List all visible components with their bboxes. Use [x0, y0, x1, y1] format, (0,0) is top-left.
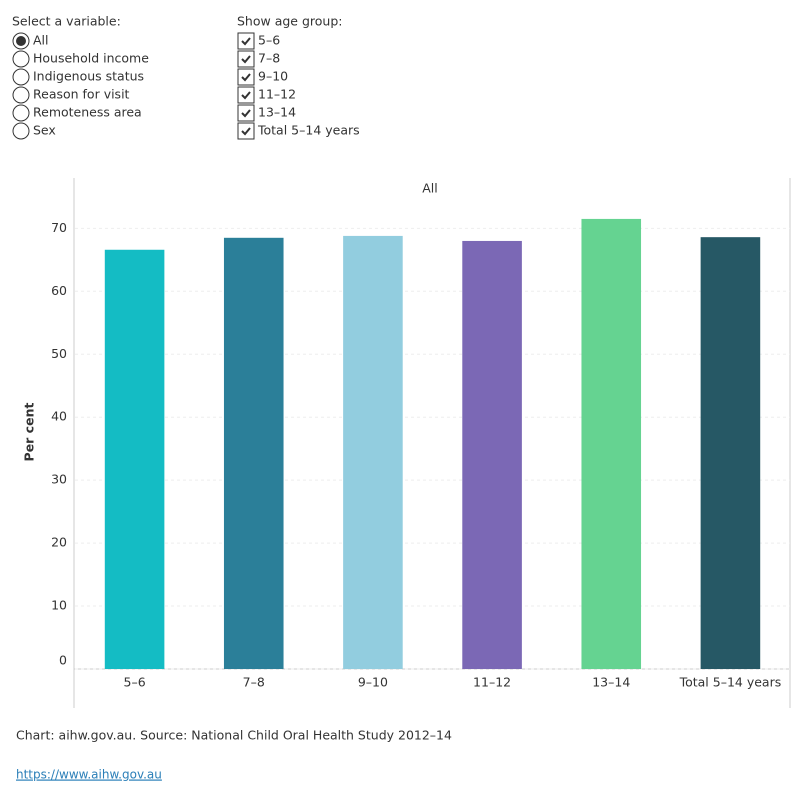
checkbox[interactable]	[237, 104, 255, 122]
y-tick-label: 50	[51, 346, 67, 361]
y-tick-label: 40	[51, 409, 67, 424]
checkbox-label[interactable]: 9–10	[258, 69, 288, 84]
checkmark	[241, 37, 251, 46]
radio-label[interactable]: Remoteness area	[33, 105, 142, 120]
checkbox-label[interactable]: 13–14	[258, 105, 296, 120]
checkmark	[241, 109, 251, 118]
y-tick-label: 30	[51, 472, 67, 487]
chart-title: All	[422, 181, 438, 196]
radio-dot	[16, 36, 26, 46]
source-note: Chart: aihw.gov.au. Source: National Chi…	[16, 728, 452, 743]
checkbox[interactable]	[237, 50, 255, 68]
checkbox[interactable]	[237, 122, 255, 140]
radio-button[interactable]	[12, 104, 30, 122]
radio-label[interactable]: Household income	[33, 51, 149, 66]
radio-label[interactable]: All	[33, 33, 49, 48]
checkmark	[241, 127, 251, 136]
checkbox-label[interactable]: Total 5–14 years	[257, 123, 360, 138]
checkmark	[241, 55, 251, 64]
radio-label[interactable]: Sex	[33, 123, 56, 138]
checkbox[interactable]	[237, 86, 255, 104]
radio-label[interactable]: Indigenous status	[33, 69, 144, 84]
bar	[462, 240, 522, 669]
bar	[343, 235, 403, 669]
radio-label[interactable]: Reason for visit	[33, 87, 130, 102]
checkbox[interactable]	[237, 32, 255, 50]
x-tick-label: 7–8	[243, 675, 265, 690]
radio-button[interactable]	[12, 86, 30, 104]
checkbox-label[interactable]: 5–6	[258, 33, 280, 48]
y-tick-label: 70	[51, 220, 67, 235]
y-tick-label: 10	[51, 598, 67, 613]
bar	[581, 218, 642, 669]
x-tick-label: 11–12	[473, 675, 511, 690]
x-tick-label: 9–10	[358, 675, 388, 690]
bar	[104, 249, 165, 669]
age-group-label: Show age group:	[237, 14, 342, 29]
checkbox-label[interactable]: 11–12	[258, 87, 296, 102]
x-tick-label: Total 5–14 years	[679, 675, 782, 690]
checkbox-label[interactable]: 7–8	[258, 51, 280, 66]
y-tick-label: 0	[59, 653, 67, 668]
radio-button[interactable]	[12, 50, 30, 68]
checkmark	[241, 73, 251, 82]
bar	[700, 237, 761, 669]
x-tick-label: 13–14	[592, 675, 630, 690]
variable-label: Select a variable:	[12, 14, 121, 29]
checkmark	[241, 91, 251, 100]
x-tick-label: 5–6	[124, 675, 146, 690]
radio-button[interactable]	[12, 68, 30, 86]
link[interactable]: https://www.aihw.gov.au	[16, 768, 162, 782]
y-axis-title: Per cent	[22, 403, 37, 462]
checkbox[interactable]	[237, 68, 255, 86]
bar	[223, 237, 284, 670]
radio-button[interactable]	[12, 122, 30, 140]
y-tick-label: 60	[51, 283, 67, 298]
y-tick-label: 20	[51, 535, 67, 550]
